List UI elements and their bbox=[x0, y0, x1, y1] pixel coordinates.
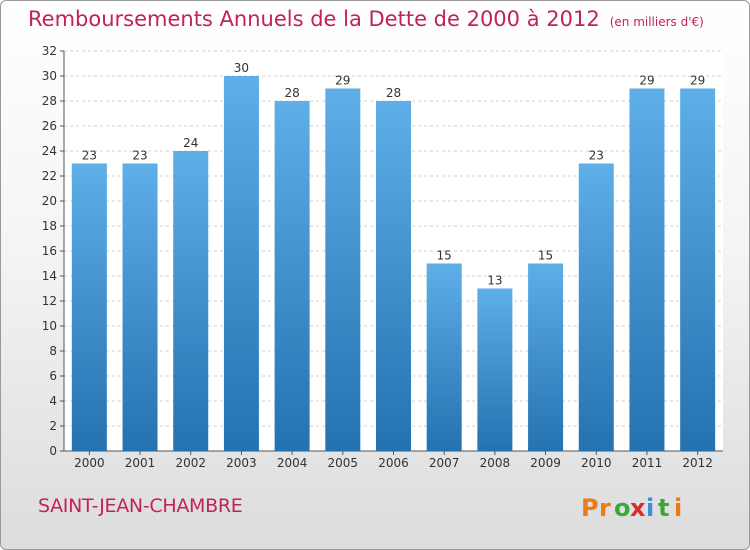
y-tick-label: 4 bbox=[49, 394, 57, 408]
x-tick-label-2010: 2010 bbox=[581, 456, 612, 470]
data-label-2007: 15 bbox=[437, 249, 452, 263]
y-tick-label: 0 bbox=[49, 444, 57, 458]
x-tick-label-2000: 2000 bbox=[74, 456, 105, 470]
logo-letter: o bbox=[614, 494, 631, 522]
y-tick-label: 12 bbox=[42, 294, 57, 308]
x-tick-label-2011: 2011 bbox=[632, 456, 663, 470]
bar-2004 bbox=[274, 101, 310, 451]
bar-2009 bbox=[528, 263, 564, 451]
chart-unit: (en milliers d'€) bbox=[609, 15, 704, 29]
bar-2006 bbox=[376, 101, 411, 451]
x-tick-label-2008: 2008 bbox=[480, 456, 511, 470]
data-label-2012: 29 bbox=[690, 74, 705, 88]
y-tick-label: 20 bbox=[42, 194, 57, 208]
data-label-2001: 23 bbox=[132, 149, 147, 163]
y-tick-label: 8 bbox=[49, 344, 57, 358]
data-label-2002: 24 bbox=[183, 136, 198, 150]
bar-2005 bbox=[325, 88, 361, 451]
x-tick-label-2009: 2009 bbox=[530, 456, 561, 470]
data-label-2008: 13 bbox=[487, 274, 502, 288]
x-tick-label-2002: 2002 bbox=[175, 456, 206, 470]
data-label-2004: 28 bbox=[284, 86, 299, 100]
data-label-2005: 29 bbox=[335, 74, 350, 88]
y-tick-label: 14 bbox=[42, 269, 57, 283]
bar-2011 bbox=[629, 88, 665, 451]
data-label-2006: 28 bbox=[386, 86, 401, 100]
data-label-2011: 29 bbox=[639, 74, 654, 88]
bar-2003 bbox=[223, 76, 259, 451]
logo-letter: r bbox=[599, 494, 611, 522]
y-tick-label: 6 bbox=[49, 369, 57, 383]
data-label-2000: 23 bbox=[82, 149, 97, 163]
x-tick-label-2003: 2003 bbox=[226, 456, 257, 470]
y-tick-label: 16 bbox=[42, 244, 57, 258]
logo-letter: i bbox=[674, 494, 682, 522]
y-tick-label: 10 bbox=[42, 319, 57, 333]
bar-2000 bbox=[71, 163, 107, 451]
x-tick-label-2012: 2012 bbox=[682, 456, 713, 470]
logo-letter: x bbox=[630, 494, 646, 522]
x-tick-label-2004: 2004 bbox=[277, 456, 308, 470]
y-tick-label: 22 bbox=[42, 169, 57, 183]
x-tick-label-2007: 2007 bbox=[429, 456, 460, 470]
bar-2010 bbox=[578, 163, 614, 451]
logo-letter: t bbox=[658, 494, 669, 522]
y-tick-label: 28 bbox=[42, 94, 57, 108]
y-tick-label: 26 bbox=[42, 119, 57, 133]
y-tick-label: 2 bbox=[49, 419, 57, 433]
data-label-2010: 23 bbox=[589, 149, 604, 163]
data-label-2003: 30 bbox=[234, 61, 249, 75]
bar-2012 bbox=[680, 88, 716, 451]
bar-2007 bbox=[426, 263, 462, 451]
commune-name: SAINT-JEAN-CHAMBRE bbox=[38, 495, 243, 517]
data-label-2009: 15 bbox=[538, 249, 553, 263]
bar-2001 bbox=[122, 163, 158, 451]
bar-2008 bbox=[477, 288, 513, 451]
y-tick-label: 24 bbox=[42, 144, 57, 158]
logo-letter: i bbox=[646, 494, 654, 522]
y-tick-label: 30 bbox=[42, 69, 57, 83]
y-tick-label: 32 bbox=[42, 44, 57, 58]
x-tick-label-2005: 2005 bbox=[328, 456, 359, 470]
x-tick-label-2001: 2001 bbox=[125, 456, 156, 470]
y-tick-label: 18 bbox=[42, 219, 57, 233]
chart-title-main: Remboursements Annuels de la Dette de 20… bbox=[28, 7, 600, 31]
bar-2002 bbox=[173, 151, 209, 451]
logo-letter: P bbox=[581, 494, 599, 522]
x-tick-label-2006: 2006 bbox=[378, 456, 409, 470]
chart-title: Remboursements Annuels de la Dette de 20… bbox=[28, 7, 704, 31]
